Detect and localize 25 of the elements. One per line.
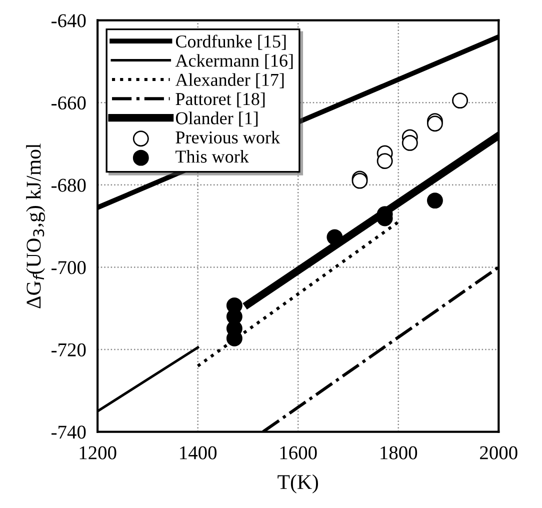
- x-tick-label: 1200: [80, 446, 116, 460]
- x-tick-label: 2000: [480, 446, 518, 460]
- legend-label: Cordfunke [15]: [176, 34, 286, 50]
- y-tick-label: -660: [52, 96, 86, 110]
- legend-label: Olander [1]: [176, 112, 258, 127]
- y-tick-label: -720: [52, 343, 86, 356]
- legend-label: Alexander [17]: [175, 73, 284, 88]
- legend-label: This work: [176, 150, 249, 163]
- y-tick-label: -740: [52, 426, 86, 439]
- x-axis-title: T(K): [278, 474, 318, 494]
- point: [326, 229, 343, 246]
- y-tick-label: -700: [52, 261, 86, 274]
- legend-label: Previous work: [176, 130, 280, 144]
- y-tick-label: -680: [52, 178, 86, 192]
- y-tick-label: -640: [52, 14, 86, 28]
- y-axis-title: ΔG$_{f}$(UO$_{3}$,g) kJ/mol: [26, 144, 46, 308]
- x-tick-label: 1400: [180, 446, 217, 460]
- point: [402, 134, 418, 151]
- point: [452, 92, 468, 109]
- point: [426, 192, 443, 209]
- x-tick-label: 1600: [280, 446, 317, 460]
- x-tick-label: 1800: [380, 446, 418, 460]
- legend-label: Pattoret [18]: [176, 92, 265, 108]
- legend-label: Ackermann [16]: [175, 54, 293, 70]
- point: [376, 153, 393, 170]
